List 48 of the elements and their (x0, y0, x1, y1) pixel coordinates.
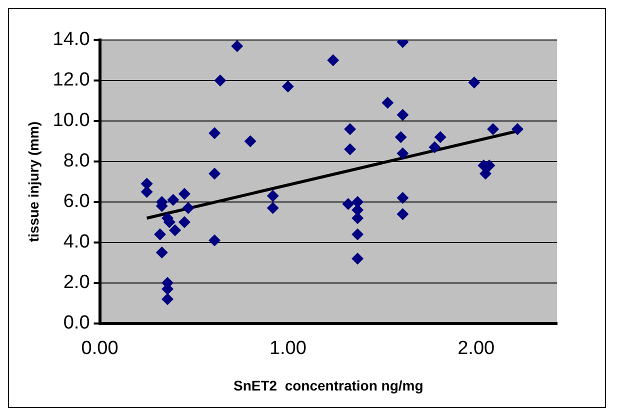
point (396, 108, 409, 121)
point (511, 123, 524, 136)
x-axis-title: SnET2 concentration ng/mg (233, 377, 424, 394)
point (434, 131, 446, 144)
point (208, 168, 221, 180)
point (344, 143, 356, 156)
point (214, 74, 226, 86)
point (169, 224, 182, 236)
x-tick-label: 1.00 (269, 338, 306, 360)
y-tick-label: 8.0 (63, 150, 90, 172)
y-tick-label: 10.0 (52, 110, 90, 132)
point (394, 131, 407, 144)
point (231, 40, 244, 52)
point (428, 141, 441, 154)
point (167, 194, 180, 206)
point (266, 202, 279, 214)
point (487, 123, 500, 136)
point (266, 190, 279, 202)
point (244, 135, 256, 148)
x-tick-label: 2.00 (458, 338, 495, 360)
y-tick-label: 2.0 (63, 272, 90, 294)
point (208, 127, 221, 140)
y-tick-label: 14.0 (52, 29, 90, 50)
point (468, 76, 480, 89)
point (162, 293, 174, 306)
y-tick-label: 4.0 (63, 232, 90, 253)
point (396, 147, 409, 160)
point (154, 228, 166, 240)
point (352, 252, 364, 265)
y-tick-label: 0.0 (63, 312, 90, 334)
point (178, 216, 190, 228)
point (396, 208, 409, 220)
point (208, 234, 221, 246)
y-axis-title: tissue injury (mm) (25, 121, 42, 242)
point (344, 123, 356, 136)
y-tick-label: 12.0 (52, 70, 90, 91)
point (182, 202, 194, 214)
point (480, 168, 492, 180)
point (382, 96, 394, 109)
point (396, 192, 409, 204)
point (342, 198, 354, 210)
point (156, 246, 168, 259)
point (327, 54, 340, 66)
y-tick-label: 6.0 (63, 191, 90, 212)
point (178, 188, 190, 200)
point (282, 80, 294, 93)
x-tick-label: 0.00 (81, 338, 118, 360)
point (352, 228, 364, 240)
